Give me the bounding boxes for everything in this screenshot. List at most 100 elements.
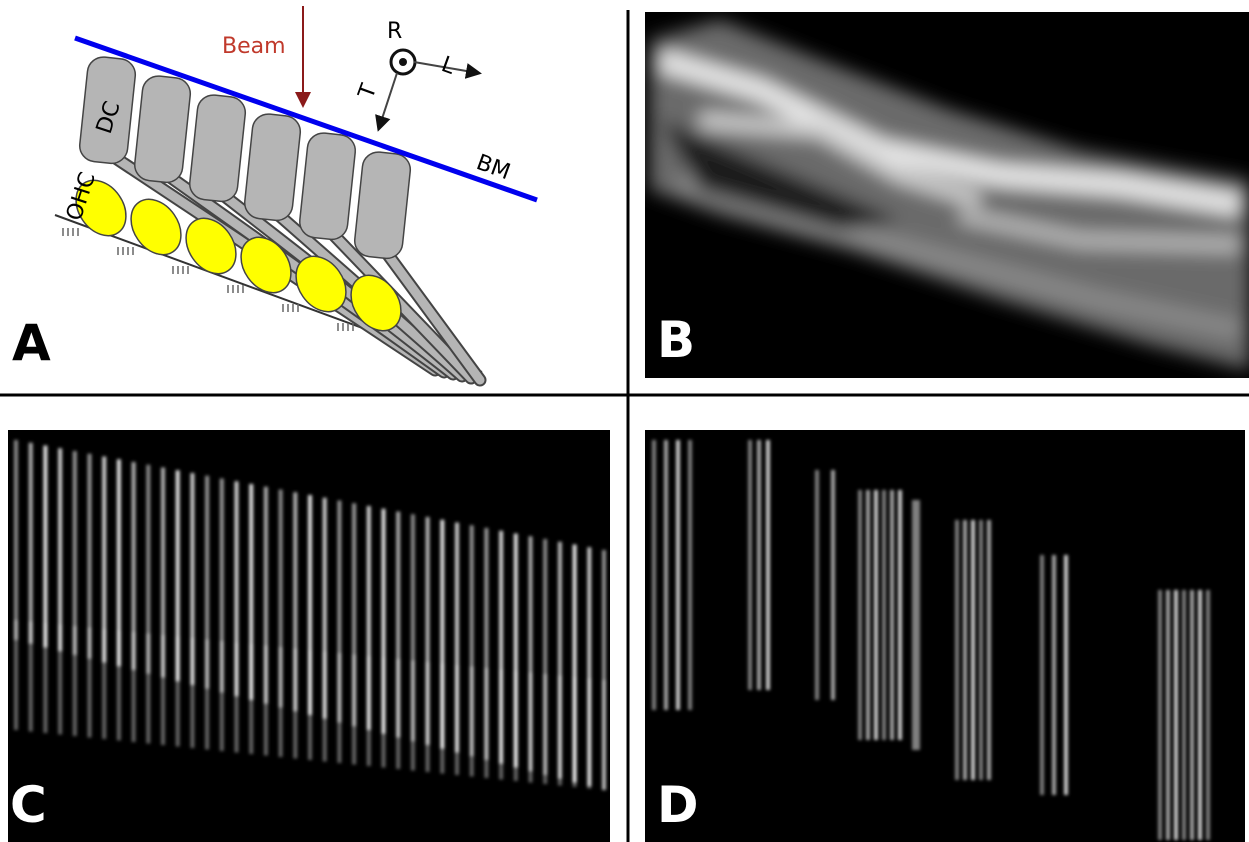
stripe: [279, 647, 283, 757]
panel-label: A: [12, 314, 51, 372]
image-d: [645, 430, 1245, 842]
stripe: [664, 440, 668, 710]
stripe: [1040, 555, 1044, 795]
stripe: [176, 637, 180, 747]
stripe: [963, 520, 967, 780]
stripe: [323, 652, 327, 762]
stripe: [58, 625, 62, 735]
stereocilia: [63, 228, 78, 236]
stripe: [29, 443, 33, 644]
stripe: [426, 662, 430, 772]
stripe: [367, 656, 371, 766]
stripe: [29, 622, 33, 732]
stripe: [882, 490, 886, 740]
stripe: [73, 451, 77, 655]
stripe: [73, 626, 77, 736]
stereocilia: [228, 285, 243, 293]
stripe: [190, 638, 194, 748]
panel-label: D: [657, 776, 699, 834]
stripe: [676, 440, 680, 710]
stripe: [602, 680, 606, 790]
stripe: [858, 490, 862, 740]
panel-c: C: [8, 430, 610, 842]
figure: Beam R L T DC OHC BM A B C D: [0, 0, 1249, 842]
stripe: [529, 673, 533, 783]
axis-t: [379, 73, 397, 128]
stereocilia: [118, 247, 133, 255]
stripe: [249, 644, 253, 754]
stripe: [146, 634, 150, 744]
stereocilia: [283, 304, 298, 312]
stripe: [652, 440, 656, 710]
stripe: [874, 490, 878, 740]
panel-b: B: [645, 12, 1249, 378]
stripe: [890, 490, 894, 740]
axis-label: L: [438, 52, 459, 80]
stripe: [58, 448, 62, 651]
stripe: [43, 446, 47, 648]
stripe: [43, 623, 47, 733]
panel-label: C: [10, 776, 47, 834]
stripe: [264, 646, 268, 756]
stripe: [955, 520, 959, 780]
stripe: [337, 653, 341, 763]
axis-label: T: [354, 80, 383, 103]
deiters-cell: [133, 74, 192, 183]
stripe: [757, 440, 761, 690]
stripe: [987, 520, 991, 780]
stripe: [866, 490, 870, 740]
stripe: [898, 490, 902, 740]
stripe: [14, 620, 18, 730]
beam-label: Beam: [222, 34, 286, 59]
stripe: [1206, 590, 1210, 840]
stripe: [1158, 590, 1162, 840]
stripe: [102, 629, 106, 739]
stripe: [499, 670, 503, 780]
stripe: [352, 655, 356, 765]
deiters-cell: [243, 112, 302, 221]
stripe: [688, 440, 692, 710]
stripe: [587, 679, 591, 789]
deiters-cell: [298, 131, 357, 240]
panel-label: B: [657, 311, 695, 369]
stripe: [14, 440, 18, 640]
stripe: [117, 631, 121, 741]
stripe: [1052, 555, 1056, 795]
axis-r-dot: [399, 58, 407, 66]
stripe: [484, 668, 488, 778]
panel-d: D: [645, 430, 1245, 842]
axis-label: R: [387, 19, 402, 44]
stripe: [971, 520, 975, 780]
stripe: [88, 628, 92, 738]
stripe: [132, 632, 136, 742]
stripe: [161, 635, 165, 745]
stripe: [1174, 590, 1178, 840]
deiters-cell: [353, 150, 412, 259]
stripe: [411, 661, 415, 771]
stripe: [396, 659, 400, 769]
stripe: [831, 470, 835, 700]
stripe: [1182, 590, 1186, 840]
stripe: [308, 650, 312, 760]
stripe: [382, 658, 386, 768]
stripe: [205, 640, 209, 750]
stereocilia: [173, 266, 188, 274]
stripe: [1198, 590, 1202, 840]
stripe: [1064, 555, 1068, 795]
stripe: [440, 664, 444, 774]
stripe: [766, 440, 770, 690]
stripe: [748, 440, 752, 690]
stripe: [912, 500, 920, 750]
cells: [63, 55, 480, 380]
stripe: [220, 641, 224, 751]
stripe: [455, 665, 459, 775]
panel-a: Beam R L T DC OHC BM A: [12, 6, 537, 380]
deiters-cell: [188, 93, 247, 202]
stripe: [470, 667, 474, 777]
stripe: [1166, 590, 1170, 840]
stripe: [558, 676, 562, 786]
stripe: [815, 470, 819, 700]
stripe: [235, 643, 239, 753]
stripe: [514, 671, 518, 781]
stripe: [573, 677, 577, 787]
